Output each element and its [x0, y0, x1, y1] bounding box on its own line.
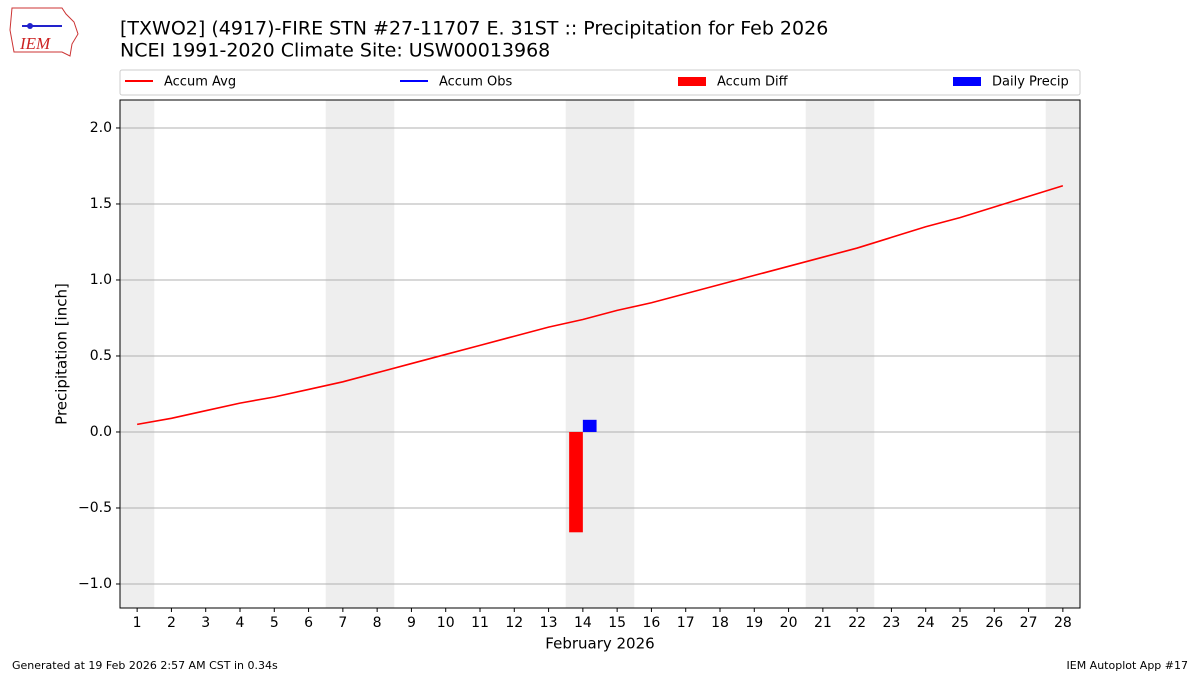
- x-tick-label: 14: [574, 615, 592, 631]
- x-tick-label: 20: [780, 615, 798, 631]
- x-tick-label: 27: [1020, 615, 1038, 631]
- x-tick-label: 12: [505, 615, 523, 631]
- weekend-shade: [805, 100, 875, 608]
- y-tick-label: 1.0: [90, 272, 112, 288]
- y-axis-label: Precipitation [inch]: [53, 283, 71, 425]
- logo-text: IEM: [19, 34, 51, 53]
- chart-title: [TXWO2] (4917)-FIRE STN #27-11707 E. 31S…: [120, 18, 828, 40]
- x-tick-label: 26: [985, 615, 1003, 631]
- legend-swatch: [678, 77, 706, 86]
- plot-frame: [119, 99, 1081, 609]
- x-tick-label: 17: [677, 615, 695, 631]
- legend-box: [119, 69, 1081, 96]
- y-tick-label: 1.5: [90, 196, 112, 212]
- x-tick-label: 15: [608, 615, 626, 631]
- y-tick-label: 2.0: [90, 120, 112, 136]
- legend-label: Accum Diff: [717, 75, 789, 90]
- chart-subtitle: NCEI 1991-2020 Climate Site: USW00013968: [120, 40, 550, 62]
- y-tick-label: 0.0: [90, 424, 112, 440]
- y-tick-label: −0.5: [78, 500, 112, 516]
- x-tick-label: 2: [167, 615, 176, 631]
- weekend-shade: [120, 100, 155, 608]
- y-tick-label: 0.5: [90, 348, 112, 364]
- x-tick-label: 5: [270, 615, 279, 631]
- x-tick-label: 11: [471, 615, 489, 631]
- weekend-shade: [1045, 100, 1080, 608]
- x-tick-label: 28: [1054, 615, 1072, 631]
- x-tick-label: 3: [201, 615, 210, 631]
- line: [137, 184, 1064, 426]
- x-tick-label: 24: [917, 615, 935, 631]
- x-tick-label: 4: [236, 615, 245, 631]
- x-tick-label: 22: [848, 615, 866, 631]
- x-tick-label: 13: [540, 615, 558, 631]
- x-tick-label: 23: [883, 615, 901, 631]
- bar: [582, 419, 597, 432]
- legend-label: Accum Obs: [439, 75, 512, 90]
- x-tick-label: 18: [711, 615, 729, 631]
- x-tick-label: 1: [133, 615, 142, 631]
- legend-label: Accum Avg: [164, 75, 236, 90]
- bar: [569, 431, 583, 533]
- footer-left: Generated at 19 Feb 2026 2:57 AM CST in …: [12, 659, 278, 672]
- x-tick-label: 21: [814, 615, 832, 631]
- x-tick-label: 25: [951, 615, 969, 631]
- x-tick-label: 7: [338, 615, 347, 631]
- x-tick-label: 16: [643, 615, 661, 631]
- x-axis-label: February 2026: [545, 635, 654, 653]
- weekend-shade: [325, 100, 395, 608]
- x-tick-label: 19: [745, 615, 763, 631]
- y-tick-label: −1.0: [78, 576, 112, 592]
- legend-swatch: [953, 77, 981, 86]
- logo: IEM: [9, 7, 79, 57]
- x-tick-label: 9: [407, 615, 416, 631]
- x-tick-label: 6: [304, 615, 313, 631]
- x-tick-label: 10: [437, 615, 455, 631]
- legend-label: Daily Precip: [992, 75, 1069, 90]
- x-tick-label: 8: [373, 615, 382, 631]
- footer-right: IEM Autoplot App #17: [1067, 659, 1189, 672]
